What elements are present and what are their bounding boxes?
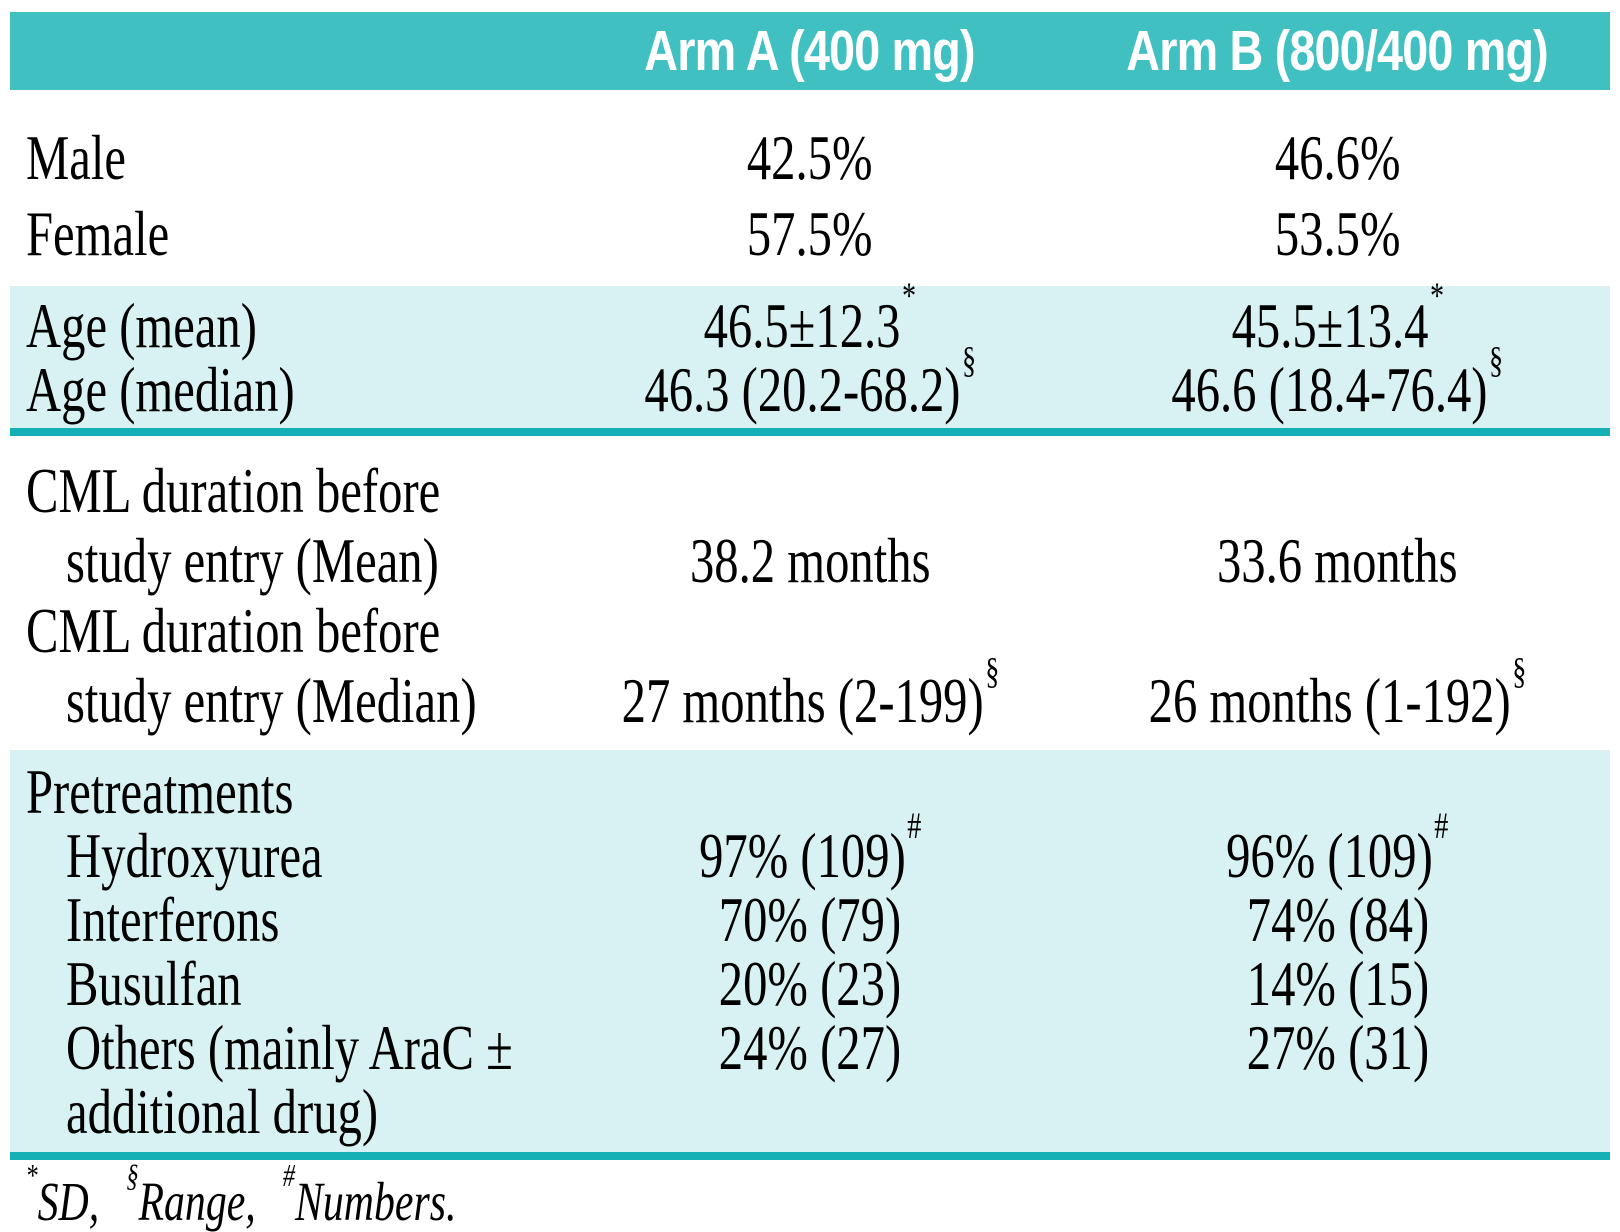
cell-arm-b: 74% (84) — [1246, 884, 1429, 955]
row-label: Interferons — [66, 884, 280, 955]
table-footnote: *SD, §Range, #Numbers. — [10, 1158, 1610, 1232]
row-pretreatments: Pretreatments — [10, 760, 1610, 824]
cell-arm-b: 27% (31) — [1246, 1012, 1429, 1083]
section-cml-duration: CML duration before study entry (Mean) 3… — [10, 436, 1610, 750]
cell-arm-a: 38.2 months — [689, 525, 931, 596]
row-cml-duration-mean: CML duration before study entry (Mean) 3… — [10, 456, 1610, 596]
cell-arm-a: 97% (109)# — [698, 805, 922, 891]
cell-arm-a: 70% (79) — [718, 884, 902, 955]
patient-characteristics-table: Arm A (400 mg) Arm B (800/400 mg) Male 4… — [0, 12, 1620, 1229]
row-age-median: Age (median) 46.3 (20.2-68.2)§ 46.6 (18.… — [10, 339, 1610, 425]
row-label-line2: study entry (Median) — [66, 665, 477, 736]
row-label-line1: CML duration before — [26, 455, 441, 526]
row-label: Age (median) — [26, 354, 295, 425]
cell-arm-b: 14% (15) — [1246, 948, 1429, 1019]
col-header-arm-b-label: Arm B (800/400 mg) — [1126, 18, 1549, 83]
row-interferons: Interferons 70% (79) 74% (84) — [10, 888, 1610, 952]
range-marker: § — [984, 650, 999, 692]
row-female: Female 57.5% 53.5% — [10, 196, 1610, 272]
cell-arm-a: 24% (27) — [718, 1012, 902, 1083]
cell-arm-a: 20% (23) — [718, 948, 902, 1019]
range-marker: § — [1489, 339, 1504, 381]
table-header-row: Arm A (400 mg) Arm B (800/400 mg) — [10, 12, 1610, 90]
range-marker: § — [1512, 650, 1527, 692]
row-label: Female — [26, 198, 170, 269]
cell-arm-a: 27 months (2-199)§ — [621, 650, 999, 736]
footnote-range: §Range, — [126, 1158, 256, 1232]
numbers-marker: # — [1434, 805, 1449, 847]
row-others: Others (mainly AraC ± 24% (27) 27% (31) … — [10, 1016, 1610, 1144]
row-label-line1: Others (mainly AraC ± — [66, 1012, 513, 1083]
row-label: Age (mean) — [26, 290, 257, 361]
cell-arm-a: 46.3 (20.2-68.2)§ — [644, 339, 976, 425]
row-label-line1: CML duration before — [26, 595, 441, 666]
sd-marker: * — [1429, 275, 1444, 317]
row-hydroxyurea: Hydroxyurea 97% (109)# 96% (109)# — [10, 805, 1610, 891]
cell-arm-b: 26 months (1-192)§ — [1148, 650, 1527, 736]
cell-arm-a: 46.5±12.3* — [703, 275, 917, 361]
section-sex: Male 42.5% 46.6% Female 57.5% 53.5% — [10, 120, 1610, 272]
row-label: Pretreatments — [26, 756, 294, 827]
row-label: Male — [26, 122, 126, 193]
numbers-marker: # — [907, 805, 922, 847]
cell-arm-a: 57.5% — [747, 198, 873, 269]
footnote-sd: *SD, — [25, 1158, 100, 1232]
col-header-arm-b: Arm B (800/400 mg) — [1065, 18, 1610, 83]
cell-arm-b: 96% (109)# — [1226, 805, 1449, 891]
row-cml-duration-median: CML duration before study entry (Median)… — [10, 596, 1610, 736]
footnote-numbers: #Numbers. — [282, 1158, 457, 1232]
cell-arm-b: 46.6 (18.4-76.4)§ — [1171, 339, 1504, 425]
sd-marker: * — [902, 275, 917, 317]
cell-arm-b: 45.5±13.4* — [1231, 275, 1444, 361]
row-label-line2: study entry (Mean) — [66, 525, 439, 596]
row-label: Hydroxyurea — [66, 820, 323, 891]
cell-arm-a: 42.5% — [747, 122, 873, 193]
cell-arm-b: 46.6% — [1274, 122, 1401, 193]
cell-arm-b: 53.5% — [1274, 198, 1401, 269]
row-busulfan: Busulfan 20% (23) 14% (15) — [10, 952, 1610, 1016]
range-marker: § — [961, 339, 976, 381]
row-label: Busulfan — [66, 948, 242, 1019]
section-age-band: Age (mean) 46.5±12.3* 45.5±13.4* Age (me… — [10, 275, 1610, 436]
row-age-mean: Age (mean) 46.5±12.3* 45.5±13.4* — [10, 275, 1610, 361]
col-header-arm-a: Arm A (400 mg) — [555, 18, 1065, 83]
row-male: Male 42.5% 46.6% — [10, 120, 1610, 196]
cell-arm-b: 33.6 months — [1217, 525, 1458, 596]
col-header-arm-a-label: Arm A (400 mg) — [644, 18, 976, 83]
section-pretreatments-band: Pretreatments Hydroxyurea 97% (109)# 96%… — [10, 750, 1610, 1160]
row-label-line2: additional drug) — [66, 1076, 379, 1147]
